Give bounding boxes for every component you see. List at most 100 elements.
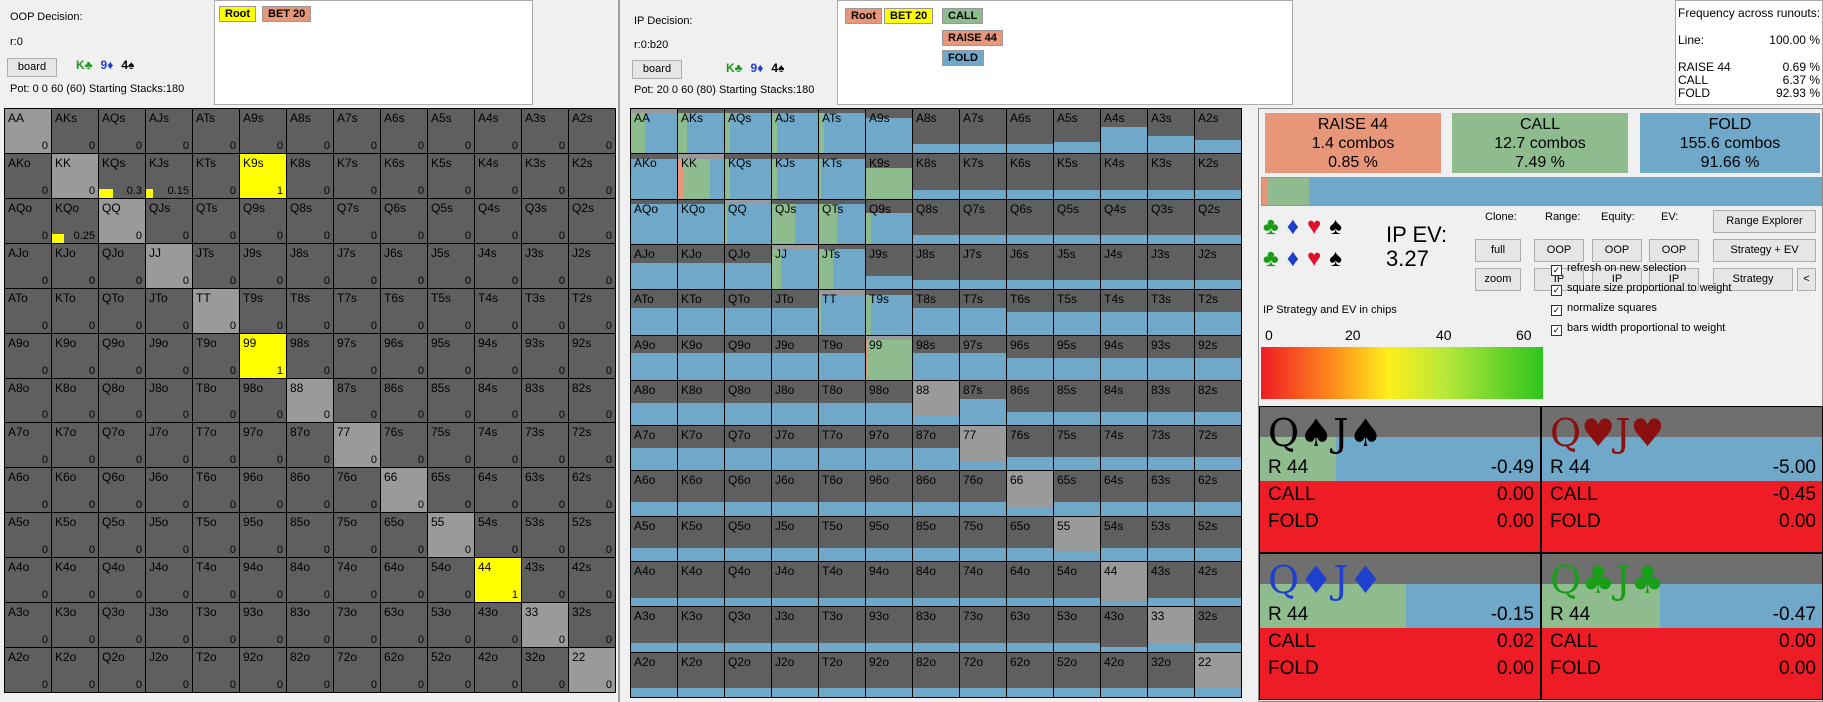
suit-filter-row-2[interactable]: ♣♦♥♠ (1263, 245, 1350, 273)
hand-cell[interactable]: Q6s 0 (381, 198, 427, 243)
hand-cell[interactable]: Q4o 0 (99, 558, 145, 603)
hand-cell[interactable]: Q3o 0 (99, 603, 145, 648)
hand-cell[interactable]: T9o (819, 335, 865, 380)
tree-node-fold[interactable]: FOLD (942, 50, 984, 66)
hand-cell[interactable]: 33 (1148, 607, 1194, 652)
hand-cell[interactable]: AKs (678, 109, 724, 154)
hand-cell[interactable]: 85o 0 (287, 513, 333, 558)
hand-cell[interactable]: J8o (772, 380, 818, 426)
hand-cell[interactable]: K6s (1007, 154, 1053, 199)
hand-cell[interactable]: J4s 0 (475, 243, 521, 288)
hand-cell[interactable]: 53o 0 (428, 603, 474, 648)
hand-cell[interactable]: T3o (819, 607, 865, 652)
hand-cell[interactable]: 42s 0 (569, 558, 615, 603)
hand-cell[interactable]: 75o 0 (334, 513, 380, 558)
hand-cell[interactable]: J9o (772, 335, 818, 380)
hand-cell[interactable]: Q7o (725, 426, 771, 471)
hand-cell[interactable]: A5s 0 (428, 109, 474, 153)
hand-cell[interactable]: T7s 0 (334, 288, 380, 333)
hand-cell[interactable]: KJs 0.15 (146, 153, 192, 198)
hand-cell[interactable]: ATo 0 (5, 288, 51, 333)
hand-cell[interactable]: Q5s (1054, 199, 1100, 244)
hand-cell[interactable]: AJo 0 (5, 243, 51, 288)
hand-cell[interactable]: J2s 0 (569, 243, 615, 288)
hand-cell[interactable]: 82s (1195, 380, 1241, 426)
hand-cell[interactable]: T9o 0 (193, 333, 239, 378)
hand-cell[interactable]: A3o 0 (5, 603, 51, 648)
hand-cell[interactable]: 75s (1054, 426, 1100, 471)
hand-cell[interactable]: K8o (678, 380, 724, 426)
hand-cell[interactable]: QQ 0 (99, 198, 145, 243)
hand-cell[interactable]: J9s 0 (240, 243, 286, 288)
hand-cell[interactable]: J5o (772, 516, 818, 562)
hand-cell[interactable]: Q4o (725, 562, 771, 607)
range-oop-button[interactable]: OOP (1534, 239, 1584, 262)
hand-cell[interactable]: 76s 0 (381, 423, 427, 468)
suit-filter-row-1[interactable]: ♣♦♥♠ (1263, 213, 1350, 241)
hand-cell[interactable]: Q7o 0 (99, 423, 145, 468)
hand-cell[interactable]: 44 1 (475, 558, 521, 603)
clone-zoom-button[interactable]: zoom (1475, 268, 1521, 291)
clone-full-button[interactable]: full (1475, 239, 1521, 262)
suit-icon[interactable]: ♦ (1286, 213, 1307, 240)
hand-cell[interactable]: J5s (1054, 244, 1100, 290)
hand-cell[interactable]: 65s 0 (428, 468, 474, 513)
hand-cell[interactable]: 54o 0 (428, 558, 474, 603)
hand-cell[interactable]: 83o 0 (287, 603, 333, 648)
hand-cell[interactable]: K2s 0 (569, 153, 615, 198)
hand-cell[interactable]: 43o 0 (475, 603, 521, 648)
hand-cell[interactable]: 97s (960, 335, 1006, 380)
hand-cell[interactable]: A4o 0 (5, 558, 51, 603)
strategy-ev-button[interactable]: Strategy + EV (1713, 239, 1816, 262)
tree-node-raise-44[interactable]: RAISE 44 (942, 30, 1003, 46)
hand-cell[interactable]: Q8o (725, 380, 771, 426)
tree-node-root[interactable]: Root (845, 8, 883, 24)
hand-cell[interactable]: A6o (631, 471, 677, 516)
hand-cell[interactable]: J7s 0 (334, 243, 380, 288)
hand-cell[interactable]: 43s 0 (522, 558, 568, 603)
hand-cell[interactable]: 52o (1054, 652, 1100, 697)
hand-cell[interactable]: K2o (678, 652, 724, 697)
hand-cell[interactable]: 99 1 (240, 333, 286, 378)
ip-board-button[interactable]: board (632, 60, 682, 79)
hand-cell[interactable]: 54s (1101, 516, 1147, 562)
hand-cell[interactable]: 92o (866, 652, 912, 697)
hand-cell[interactable]: J6o 0 (146, 468, 192, 513)
hand-cell[interactable]: T8s 0 (287, 288, 333, 333)
hand-cell[interactable]: 53o (1054, 607, 1100, 652)
hand-cell[interactable]: Q7s 0 (334, 198, 380, 243)
tree-node-root[interactable]: Root (219, 6, 257, 22)
hand-cell[interactable]: Q9s 0 (240, 198, 286, 243)
hand-cell[interactable]: 55 (1054, 516, 1100, 562)
suit-icon[interactable]: ♠ (1329, 213, 1350, 240)
hand-cell[interactable]: K7s 0 (334, 153, 380, 198)
hand-cell[interactable]: K6s 0 (381, 153, 427, 198)
hand-cell[interactable]: T2o 0 (193, 648, 239, 692)
hand-cell[interactable]: KK 0 (52, 153, 98, 198)
hand-cell[interactable]: J5o 0 (146, 513, 192, 558)
equity-ip-button[interactable]: IP (1592, 268, 1642, 291)
hand-cell[interactable]: Q3s 0 (522, 198, 568, 243)
hand-cell[interactable]: T4o (819, 562, 865, 607)
hand-cell[interactable]: A2o 0 (5, 648, 51, 692)
hand-cell[interactable]: T6o 0 (193, 468, 239, 513)
hand-cell[interactable]: T6s (1007, 290, 1053, 335)
hand-cell[interactable]: 32s (1195, 607, 1241, 652)
option-checkbox[interactable]: ✓ bars width proportional to weight (1551, 322, 1725, 336)
hand-cell[interactable]: 84s (1101, 380, 1147, 426)
hand-cell[interactable]: J4s (1101, 244, 1147, 290)
hand-cell[interactable]: A6o 0 (5, 468, 51, 513)
hand-cell[interactable]: 22 0 (569, 648, 615, 692)
hand-cell[interactable]: AJo (631, 244, 677, 290)
hand-cell[interactable]: AKo 0 (5, 153, 51, 198)
hand-cell[interactable]: T8o (819, 380, 865, 426)
hand-cell[interactable]: 32s 0 (569, 603, 615, 648)
hand-cell[interactable]: 52o 0 (428, 648, 474, 692)
hand-cell[interactable]: Q4s (1101, 199, 1147, 244)
hand-cell[interactable]: T5s (1054, 290, 1100, 335)
tree-node-bet-20[interactable]: BET 20 (884, 8, 934, 24)
hand-cell[interactable]: Q3o (725, 607, 771, 652)
hand-cell[interactable]: T5o 0 (193, 513, 239, 558)
hand-cell[interactable]: J8s 0 (287, 243, 333, 288)
hand-cell[interactable]: A5s (1054, 109, 1100, 154)
